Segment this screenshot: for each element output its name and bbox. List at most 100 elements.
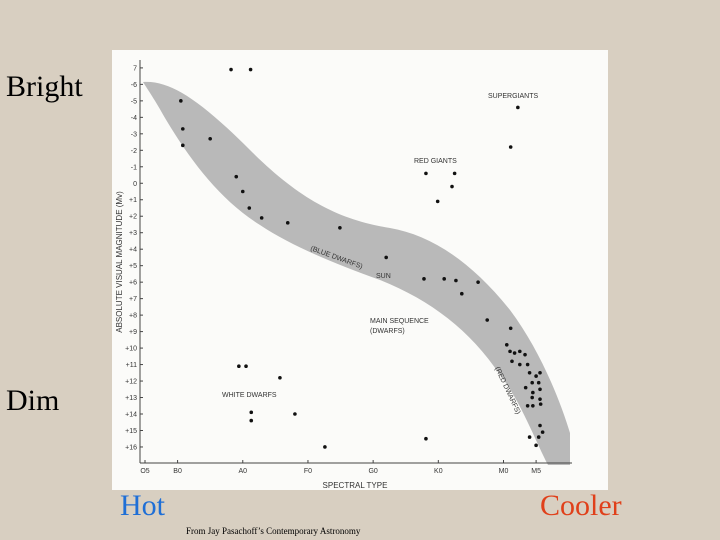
star-point	[435, 199, 440, 204]
star-point	[512, 351, 517, 355]
star-point	[454, 278, 458, 283]
y-tick-label: +4	[129, 247, 137, 254]
star-point	[247, 206, 252, 210]
star-point	[424, 171, 428, 176]
x-tick-label: G0	[368, 468, 377, 475]
star-point	[450, 184, 454, 189]
y-tick-label: +13	[125, 395, 137, 402]
y-tick-label: +7	[129, 296, 137, 303]
star-point	[538, 371, 542, 375]
star-point	[523, 352, 527, 357]
y-tick-label: -6	[131, 82, 137, 89]
star-point	[523, 385, 528, 390]
star-point	[530, 395, 534, 400]
star-point	[285, 221, 290, 225]
star-point	[531, 390, 535, 395]
y-tick-label: +10	[125, 346, 137, 353]
y-tick-label: +3	[129, 230, 137, 237]
star-point	[244, 364, 248, 369]
annotation: WHITE DWARFS	[222, 392, 277, 399]
y-tick-label: 0	[133, 181, 137, 188]
y-tick-label: -4	[131, 115, 137, 122]
bright-label: Bright	[6, 70, 83, 103]
star-point	[237, 364, 241, 369]
x-tick-label: M5	[531, 468, 541, 475]
star-point	[179, 99, 183, 103]
star-point	[518, 349, 522, 354]
star-point	[452, 171, 457, 176]
x-tick-label: A0	[238, 468, 247, 475]
star-point	[508, 349, 512, 354]
star-point	[459, 291, 464, 296]
hot-label: Hot	[120, 489, 166, 522]
star-point	[534, 374, 538, 378]
annotation: SUN	[376, 273, 391, 280]
star-point	[534, 443, 538, 448]
star-point	[508, 326, 513, 331]
star-point	[248, 67, 253, 72]
star-point	[293, 412, 297, 416]
star-point	[527, 371, 532, 375]
star-point	[240, 189, 245, 194]
star-point	[516, 105, 520, 110]
star-point	[538, 423, 542, 428]
star-point	[249, 410, 254, 415]
star-point	[181, 143, 185, 148]
y-tick-label: +1	[129, 197, 137, 204]
star-point	[508, 145, 513, 149]
star-point	[338, 225, 342, 230]
y-tick-label: +8	[129, 313, 137, 320]
star-point	[540, 430, 545, 434]
star-point	[249, 418, 254, 423]
star-point	[538, 397, 542, 401]
cooler-label: Cooler	[540, 489, 622, 522]
star-point	[538, 402, 543, 406]
star-point	[323, 445, 327, 449]
y-tick-label: 7	[133, 65, 137, 72]
star-point	[538, 387, 542, 392]
star-point	[531, 403, 535, 408]
y-tick-label: +9	[129, 329, 137, 336]
y-tick-label: -2	[131, 148, 137, 155]
star-point	[525, 403, 530, 408]
star-point	[181, 127, 185, 131]
y-tick-label: +11	[126, 362, 137, 369]
star-point	[536, 435, 541, 439]
star-point	[442, 277, 446, 281]
credit: From Jay Pasachoff’s Contemporary Astron…	[186, 526, 361, 536]
dim-label: Dim	[6, 384, 59, 417]
star-point	[278, 375, 282, 380]
y-tick-label: -5	[131, 98, 137, 105]
star-point	[476, 280, 480, 284]
star-point	[485, 318, 490, 322]
y-tick-label: +12	[125, 379, 137, 386]
x-axis-title: SPECTRAL TYPE	[323, 481, 388, 490]
y-tick-label: -3	[131, 131, 137, 138]
annotation: MAIN SEQUENCE	[370, 318, 429, 325]
annotation: SUPERGIANTS	[488, 93, 539, 100]
star-point	[536, 380, 541, 385]
y-tick-label: +15	[125, 428, 137, 435]
star-point	[510, 359, 514, 364]
star-point	[234, 174, 239, 179]
annotation: RED GIANTS	[414, 158, 457, 165]
star-point	[530, 380, 534, 385]
star-point	[504, 342, 509, 347]
y-tick-label: +6	[129, 280, 137, 287]
y-tick-label: +16	[125, 444, 137, 451]
main-sequence-band	[143, 81, 570, 465]
y-tick-label: -1	[131, 164, 137, 171]
y-tick-label: +14	[125, 412, 137, 419]
star-point	[525, 362, 530, 367]
x-tick-label: O5	[140, 468, 149, 475]
x-tick-label: F0	[304, 468, 312, 475]
y-axis-title: ABSOLUTE VISUAL MAGNITUDE (Mv)	[115, 191, 124, 333]
star-point	[422, 277, 426, 281]
star-point	[527, 435, 532, 439]
x-tick-label: K0	[434, 468, 443, 475]
x-tick-label: M0	[499, 468, 509, 475]
x-tick-label: B0	[173, 468, 182, 475]
star-point	[384, 255, 388, 260]
